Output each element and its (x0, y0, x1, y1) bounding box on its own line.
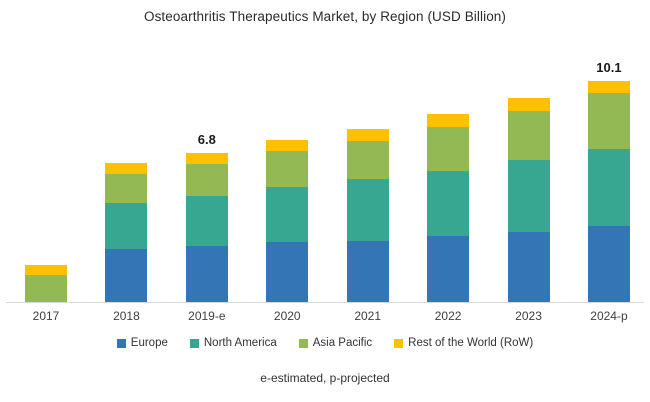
legend-swatch-icon (394, 338, 404, 348)
bar-segment-north-america (507, 159, 550, 232)
bar-segment-europe (185, 246, 228, 302)
x-axis-label: 2022 (434, 309, 462, 323)
legend-item-europe: Europe (116, 337, 168, 349)
bar-total-label: 10.1 (596, 59, 622, 75)
legend-item-north-america: North America (189, 337, 277, 349)
x-axis-label: 2021 (354, 309, 382, 323)
bar-segment-north-america (427, 170, 470, 237)
bar-segment-rest-of-the-world-row (507, 98, 550, 112)
legend-item-label: Asia Pacific (312, 337, 373, 349)
legend-item-label: North America (203, 337, 277, 349)
x-axis-label-slot: 2021 (347, 309, 389, 323)
bar-segment-north-america (266, 187, 309, 242)
x-axis-label-slot: 2024-p (588, 309, 630, 323)
x-axis-label-slot: 2019-e (186, 309, 228, 323)
x-axis-label: 2020 (273, 309, 301, 323)
bar-segment-north-america (346, 179, 389, 241)
bar-segment-rest-of-the-world-row (587, 80, 630, 93)
bar-segment-asia-pacific (427, 126, 470, 171)
x-axis-label-slot: 2020 (266, 309, 308, 323)
bar-segment-asia-pacific (266, 150, 309, 188)
bar-group-2018 (105, 162, 148, 302)
legend-swatch-icon (298, 338, 308, 348)
bar-segment-rest-of-the-world-row (105, 162, 148, 174)
bar-segment-north-america (587, 148, 630, 227)
legend-item-rest-of-the-world-row: Rest of the World (RoW) (394, 337, 533, 349)
bar-group-2022 (427, 113, 470, 302)
plot-area: 6.8 10.1 (25, 0, 630, 302)
bar-segment-rest-of-the-world-row (25, 264, 67, 275)
bar-segment-europe (266, 241, 309, 302)
x-axis-label: 2018 (113, 309, 140, 323)
bar-segment-asia-pacific (25, 274, 67, 302)
x-axis-label-slot: 2023 (508, 309, 550, 323)
bar-segment-europe (346, 240, 389, 302)
x-axis-labels: 2017 2018 2019-e 2020 2021 2022 2023 2024-p (25, 309, 630, 323)
bar-segment-europe (587, 226, 630, 302)
bar-segment-rest-of-the-world-row (427, 113, 470, 127)
bar-group-2020 (266, 140, 309, 302)
legend-item-asia-pacific: Asia Pacific (298, 337, 373, 349)
legend-item-label: Europe (130, 337, 168, 349)
bar-segment-north-america (105, 203, 148, 250)
legend: Europe North America Asia Pacific Rest of t… (0, 337, 650, 349)
bar-segment-europe (507, 231, 550, 302)
footnote: e-estimated, p-projected (260, 371, 390, 385)
legend-swatch-icon (116, 338, 126, 348)
bar-group-2019-e: 6.8 (185, 132, 228, 302)
bar-segment-rest-of-the-world-row (185, 153, 228, 165)
x-axis-line (6, 302, 644, 303)
x-axis-label: 2019-e (188, 309, 226, 323)
bar-group-2024-p: 10.1 (587, 60, 630, 302)
bar-segment-asia-pacific (507, 111, 550, 160)
bar-segment-rest-of-the-world-row (346, 129, 389, 142)
bar-segment-asia-pacific (346, 141, 389, 180)
bar-group-2021 (346, 129, 389, 302)
x-axis-label: 2023 (515, 309, 542, 323)
legend-item-label: Rest of the World (RoW) (408, 337, 534, 349)
bar-segment-europe (105, 249, 148, 302)
bar-segment-europe (427, 236, 470, 302)
bar-total-label: 6.8 (197, 132, 216, 148)
bar-group-2023 (507, 98, 550, 302)
bar-segment-asia-pacific (587, 92, 630, 149)
x-axis-label: 2017 (32, 309, 60, 323)
x-axis-label-slot: 2018 (105, 309, 147, 323)
chart-title: Osteoarthritis Therapeutics Market, by R… (143, 9, 507, 24)
bar-segment-rest-of-the-world-row (266, 140, 309, 151)
legend-swatch-icon (189, 338, 199, 348)
x-axis-label-slot: 2022 (427, 309, 469, 323)
x-axis-label-slot: 2017 (25, 309, 67, 323)
bar-group-2017 (25, 264, 67, 302)
x-axis-label: 2024-p (590, 309, 628, 323)
bar-segment-asia-pacific (105, 173, 148, 204)
bar-segment-north-america (185, 195, 228, 247)
bar-segment-asia-pacific (185, 164, 228, 196)
